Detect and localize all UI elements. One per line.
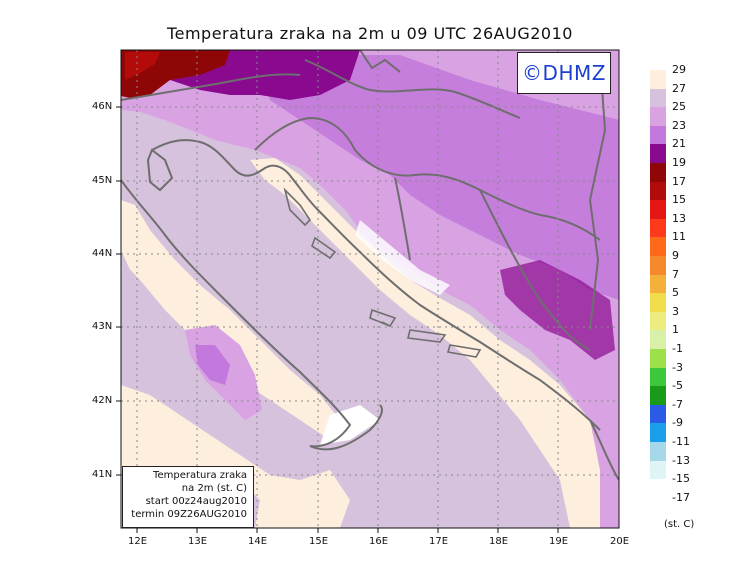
legend-label: 11 (672, 230, 686, 244)
legend-swatch (650, 70, 666, 89)
lon-label-17e: 17E (429, 536, 449, 547)
coastal-strip (250, 158, 600, 528)
legend-label: 15 (672, 193, 686, 207)
legend-swatch (650, 386, 666, 405)
map-frame (120, 49, 620, 529)
lon-label-18e: 18E (489, 536, 509, 547)
lat-label-44n: 44N (92, 248, 113, 259)
lat-label-42n: 42N (92, 395, 113, 406)
legend-swatch (650, 107, 666, 126)
legend-label: 17 (672, 174, 686, 188)
legend-swatch (650, 144, 666, 163)
legend-label: 13 (672, 211, 686, 225)
lon-label-14e: 14E (248, 536, 268, 547)
info-line-term: termin 09Z26AUG2010 (131, 509, 247, 520)
legend-swatch (650, 311, 666, 331)
islands (283, 187, 482, 358)
legend-swatch (650, 200, 666, 219)
dhmz-logo: ©DHMZ (517, 52, 611, 94)
legend-swatch (650, 181, 666, 201)
legend-swatch (650, 349, 666, 368)
legend-label: -15 (672, 472, 690, 486)
grid (121, 50, 619, 528)
legend-swatch (650, 423, 666, 442)
legend-label: -9 (672, 416, 683, 430)
info-box: Temperatura zraka na 2m (st. C) start 00… (122, 466, 254, 528)
italy-coast-strip (121, 200, 340, 440)
legend-label: -3 (672, 360, 683, 374)
legend-label: 7 (672, 267, 679, 281)
legend-swatch (650, 88, 666, 108)
info-line-variable: Temperatura zraka (153, 470, 247, 481)
legend-swatch (650, 274, 666, 294)
lat-label-41n: 41N (92, 469, 113, 480)
legend-label: 23 (672, 118, 686, 132)
axis-ticks (116, 106, 559, 533)
legend-swatch (650, 404, 666, 424)
warm-zone (255, 55, 619, 300)
legend-label: 3 (672, 304, 679, 318)
lon-label-15e: 15E (309, 536, 329, 547)
legend-swatch (650, 367, 666, 387)
legend-swatch (650, 218, 666, 238)
legend-swatch (650, 293, 666, 312)
legend-swatch (650, 163, 666, 182)
info-line-start: start 00z24aug2010 (145, 496, 247, 507)
legend-swatch (650, 125, 666, 145)
legend-label: 19 (672, 156, 686, 169)
lon-label-19e: 19E (549, 536, 569, 547)
lat-label-46n: 46N (92, 101, 113, 112)
map-title: Temperatura zraka na 2m u 09 UTC 26AUG20… (167, 24, 573, 43)
lon-label-13e: 13E (188, 536, 208, 547)
legend-label: 1 (672, 323, 679, 337)
legend-swatch (650, 237, 666, 256)
legend-label: -11 (672, 435, 690, 448)
lon-label-16e: 16E (369, 536, 389, 547)
legend-label: 25 (672, 100, 686, 114)
legend-label: 27 (672, 81, 686, 95)
legend-label: -5 (672, 379, 683, 393)
lon-label-12e: 12E (128, 536, 148, 547)
legend-label: -7 (672, 397, 683, 411)
legend-label: 21 (672, 137, 686, 151)
legend-label: 9 (672, 249, 679, 262)
legend-swatch (650, 330, 666, 349)
info-line-units: na 2m (st. C) (181, 483, 247, 494)
lat-label-43n: 43N (92, 321, 113, 332)
legend-label: 29 (672, 63, 686, 76)
legend-unit: (st. C) (664, 519, 695, 530)
legend-swatch (650, 442, 666, 461)
legend-label: -13 (672, 453, 690, 467)
legend-swatch (650, 460, 666, 480)
legend-label: -1 (672, 342, 683, 355)
lat-label-45n: 45N (92, 175, 113, 186)
legend-swatch (650, 256, 666, 275)
legend-label: -17 (672, 490, 690, 504)
legend-label: 5 (672, 286, 679, 300)
lon-label-20e: 20E (610, 536, 630, 547)
